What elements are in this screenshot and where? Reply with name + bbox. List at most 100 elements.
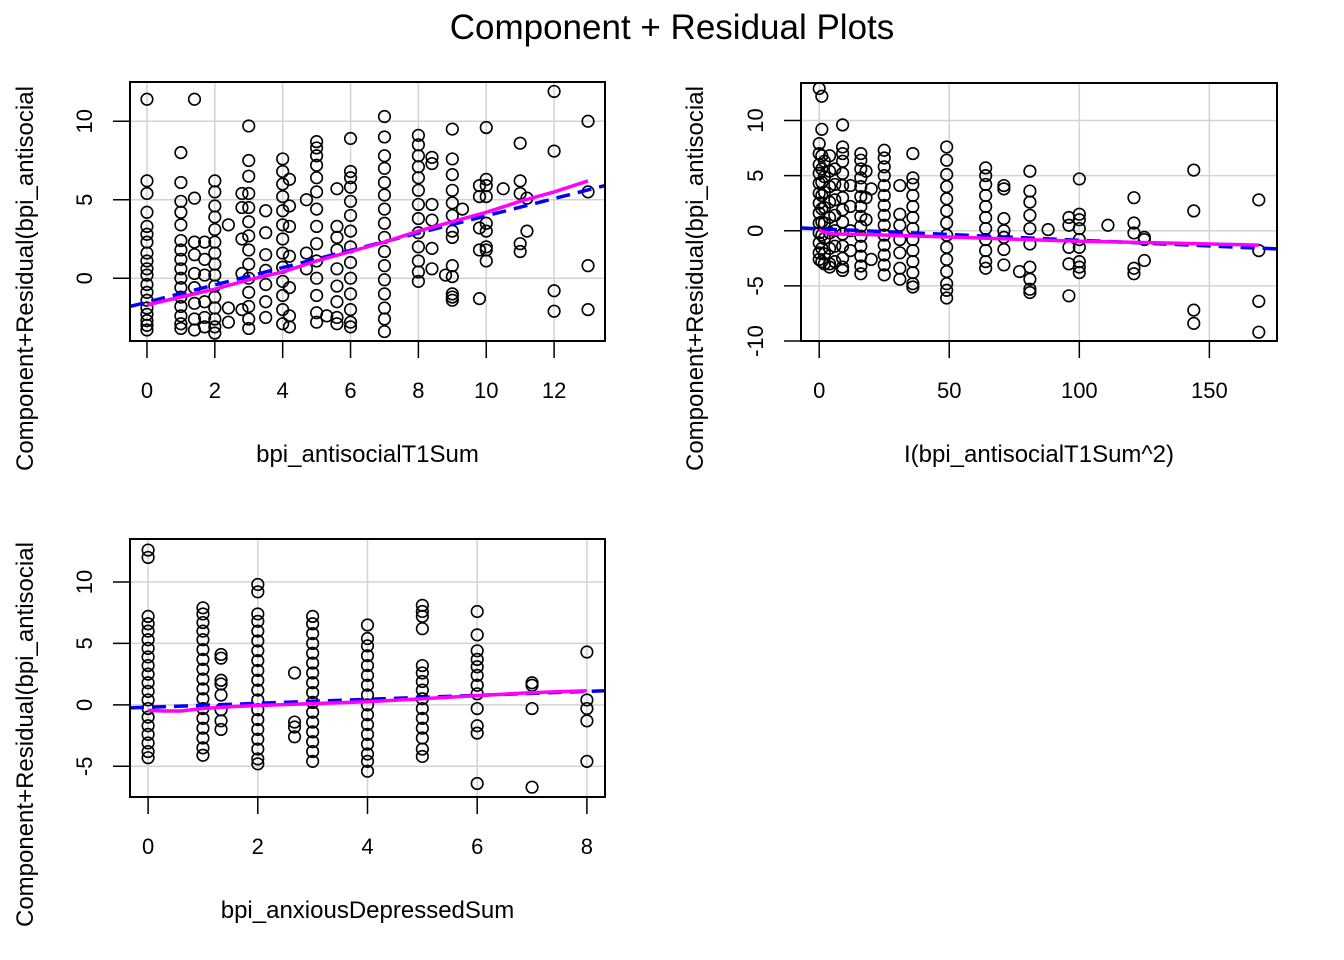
data-point	[306, 636, 320, 651]
data-point	[859, 164, 873, 178]
data-point	[411, 171, 425, 185]
data-point	[445, 152, 459, 166]
data-point	[141, 617, 155, 631]
data-point	[906, 199, 920, 214]
data-point	[141, 727, 155, 741]
data-point	[1023, 272, 1037, 286]
data-point	[547, 84, 561, 99]
y-tick-label: 10	[72, 109, 97, 133]
data-point	[140, 323, 154, 337]
x-tick-label: 8	[412, 378, 424, 403]
data-point	[513, 186, 527, 201]
data-point	[360, 708, 375, 722]
data-point	[470, 719, 484, 733]
data-point	[187, 296, 202, 310]
data-point	[940, 192, 954, 206]
data-point	[251, 607, 265, 621]
data-point	[306, 715, 320, 729]
data-point	[445, 230, 459, 244]
data-point	[343, 287, 358, 301]
data-point	[196, 682, 210, 696]
data-point	[411, 211, 425, 226]
data-point	[251, 577, 265, 592]
data-point	[877, 178, 891, 193]
data-point	[547, 304, 561, 318]
data-point	[259, 204, 273, 218]
data-point	[581, 303, 595, 317]
data-point	[1252, 294, 1266, 308]
data-point	[445, 183, 459, 197]
data-point	[141, 609, 155, 624]
data-point	[360, 698, 375, 712]
data-point	[310, 141, 324, 155]
data-point	[360, 618, 375, 632]
data-point	[836, 260, 850, 274]
data-point	[479, 172, 493, 186]
y-tick-label: -5	[743, 276, 768, 296]
data-point	[445, 168, 459, 182]
data-point	[242, 299, 256, 314]
data-point	[140, 219, 154, 234]
data-point	[580, 714, 594, 728]
x-tick-label: 6	[471, 834, 483, 859]
data-point	[940, 283, 954, 297]
data-point	[496, 182, 510, 196]
data-point	[979, 210, 993, 225]
data-point	[174, 194, 188, 208]
data-point	[377, 312, 392, 326]
data-point	[470, 776, 484, 791]
data-point	[812, 137, 826, 151]
data-point	[187, 235, 202, 249]
data-point	[251, 732, 265, 746]
data-point	[1062, 289, 1076, 303]
data-point	[1137, 232, 1151, 247]
data-point	[242, 285, 256, 299]
y-tick-label: -10	[743, 325, 768, 357]
data-point	[997, 212, 1011, 226]
data-point	[377, 149, 392, 163]
data-point	[208, 326, 222, 340]
data-point	[310, 237, 324, 251]
data-point	[547, 144, 561, 158]
data-point	[997, 178, 1011, 193]
data-point	[836, 263, 850, 278]
data-point	[310, 158, 324, 172]
data-point	[580, 645, 594, 659]
data-point	[343, 224, 358, 238]
data-point	[174, 218, 188, 232]
data-point	[208, 210, 222, 224]
data-point	[415, 666, 429, 680]
data-point	[251, 624, 265, 638]
data-point	[979, 261, 993, 275]
data-point	[1187, 303, 1201, 317]
data-point	[828, 162, 842, 176]
data-point	[208, 185, 222, 199]
data-point	[306, 656, 320, 670]
data-point	[580, 693, 594, 707]
data-point	[470, 668, 484, 682]
data-point	[259, 310, 273, 325]
data-point	[877, 151, 891, 165]
data-point	[377, 175, 392, 190]
data-point	[1023, 221, 1037, 236]
x-tick-label: 150	[1191, 378, 1228, 403]
data-point	[415, 622, 429, 636]
data-point	[1041, 223, 1055, 237]
data-point	[343, 320, 358, 334]
data-point	[221, 301, 235, 315]
data-point	[470, 652, 484, 667]
data-point	[141, 676, 155, 690]
data-point	[377, 287, 392, 301]
data-point	[513, 174, 527, 188]
data-point	[242, 312, 256, 326]
data-point	[310, 219, 324, 234]
data-point	[343, 303, 358, 317]
y-tick-label: 0	[72, 272, 97, 284]
data-point	[242, 321, 256, 336]
data-point	[276, 152, 290, 166]
y-axis-title: Component+Residual(bpi_antisocial	[682, 86, 709, 471]
data-point	[479, 254, 493, 268]
data-point	[906, 210, 920, 225]
y-tick-label: -5	[72, 757, 97, 777]
data-point	[343, 171, 358, 185]
